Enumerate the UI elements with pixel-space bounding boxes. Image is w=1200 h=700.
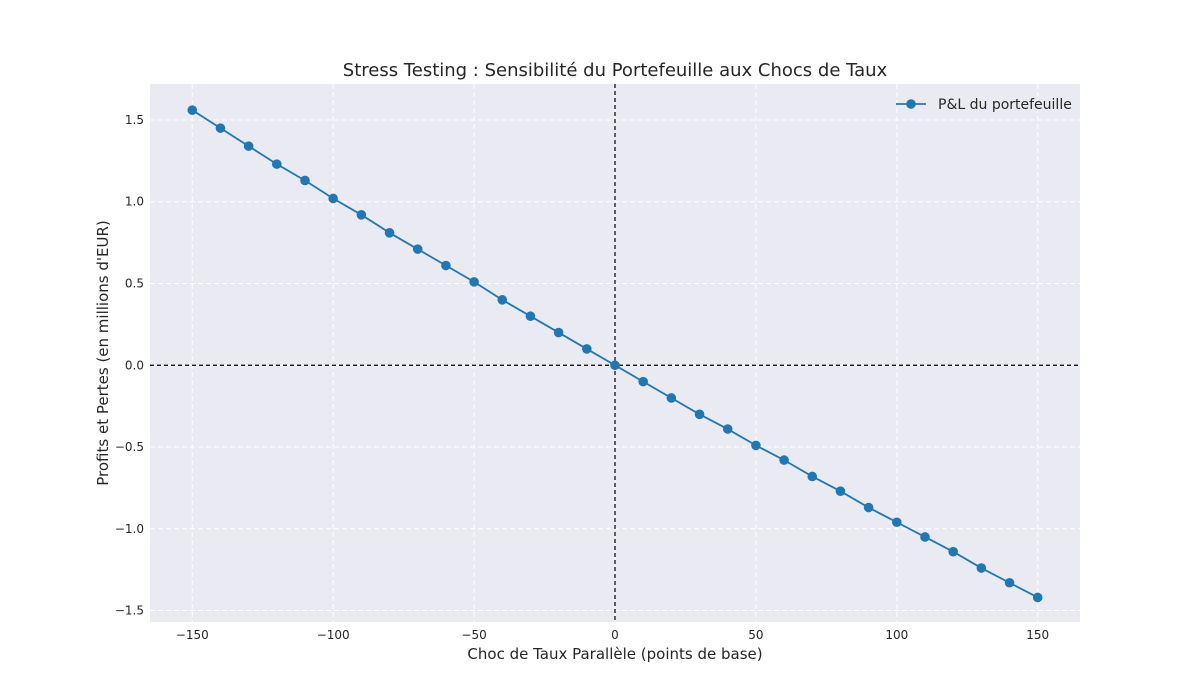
y-tick-label: 0.5 [125,277,144,291]
x-tick-label: 150 [1026,628,1049,642]
data-point [300,175,310,186]
y-axis-ticks: −1.5 −1.0 −0.5 0.0 0.5 1.0 1.5 [115,113,144,618]
data-point [948,546,958,557]
x-tick-label: 0 [611,628,619,642]
y-tick-label: −0.5 [115,440,144,454]
data-point [497,295,508,305]
data-point [610,360,620,371]
x-tick-label: −150 [176,628,209,642]
data-point [807,471,818,482]
data-point [412,244,423,254]
data-point [525,311,536,322]
y-tick-label: 1.0 [125,195,144,209]
data-point [384,228,395,238]
data-point [835,486,846,496]
x-tick-label: 100 [885,628,908,642]
x-tick-label: −100 [317,628,350,642]
y-tick-label: −1.0 [115,522,144,536]
data-point [722,424,733,434]
data-point [863,502,874,513]
data-point [779,455,789,465]
data-point [356,210,367,220]
y-tick-label: 1.5 [125,113,144,127]
data-point [582,344,592,354]
data-point [215,123,226,133]
data-point [328,193,338,204]
data-point [1004,577,1015,588]
y-tick-label: 0.0 [125,358,144,372]
data-point [441,260,451,271]
data-point [469,277,479,287]
x-axis-ticks: −150 −100 −50 0 50 100 150 [176,628,1049,642]
data-point [187,105,198,115]
data-point [638,376,648,387]
data-point [553,327,564,338]
data-point [666,393,677,403]
data-point [976,563,987,573]
x-tick-label: −50 [461,628,486,642]
legend: P&L du portefeuille [896,97,1072,113]
data-point [751,440,761,451]
legend-marker-swatch [906,99,916,109]
data-point [272,159,282,169]
legend-label: P&L du portefeuille [938,97,1072,113]
chart-title: Stress Testing : Sensibilité du Portefeu… [343,60,888,81]
data-point [1032,592,1043,603]
data-point [243,141,254,151]
data-point [694,409,705,420]
x-tick-label: 50 [748,628,763,642]
data-point [920,532,930,542]
x-axis-label: Choc de Taux Parallèle (points de base) [467,645,762,663]
y-axis-label: Profits et Pertes (en millions d'EUR) [94,220,112,485]
y-tick-label: −1.5 [115,604,144,618]
series-layer [187,105,1043,603]
data-point [892,517,902,528]
